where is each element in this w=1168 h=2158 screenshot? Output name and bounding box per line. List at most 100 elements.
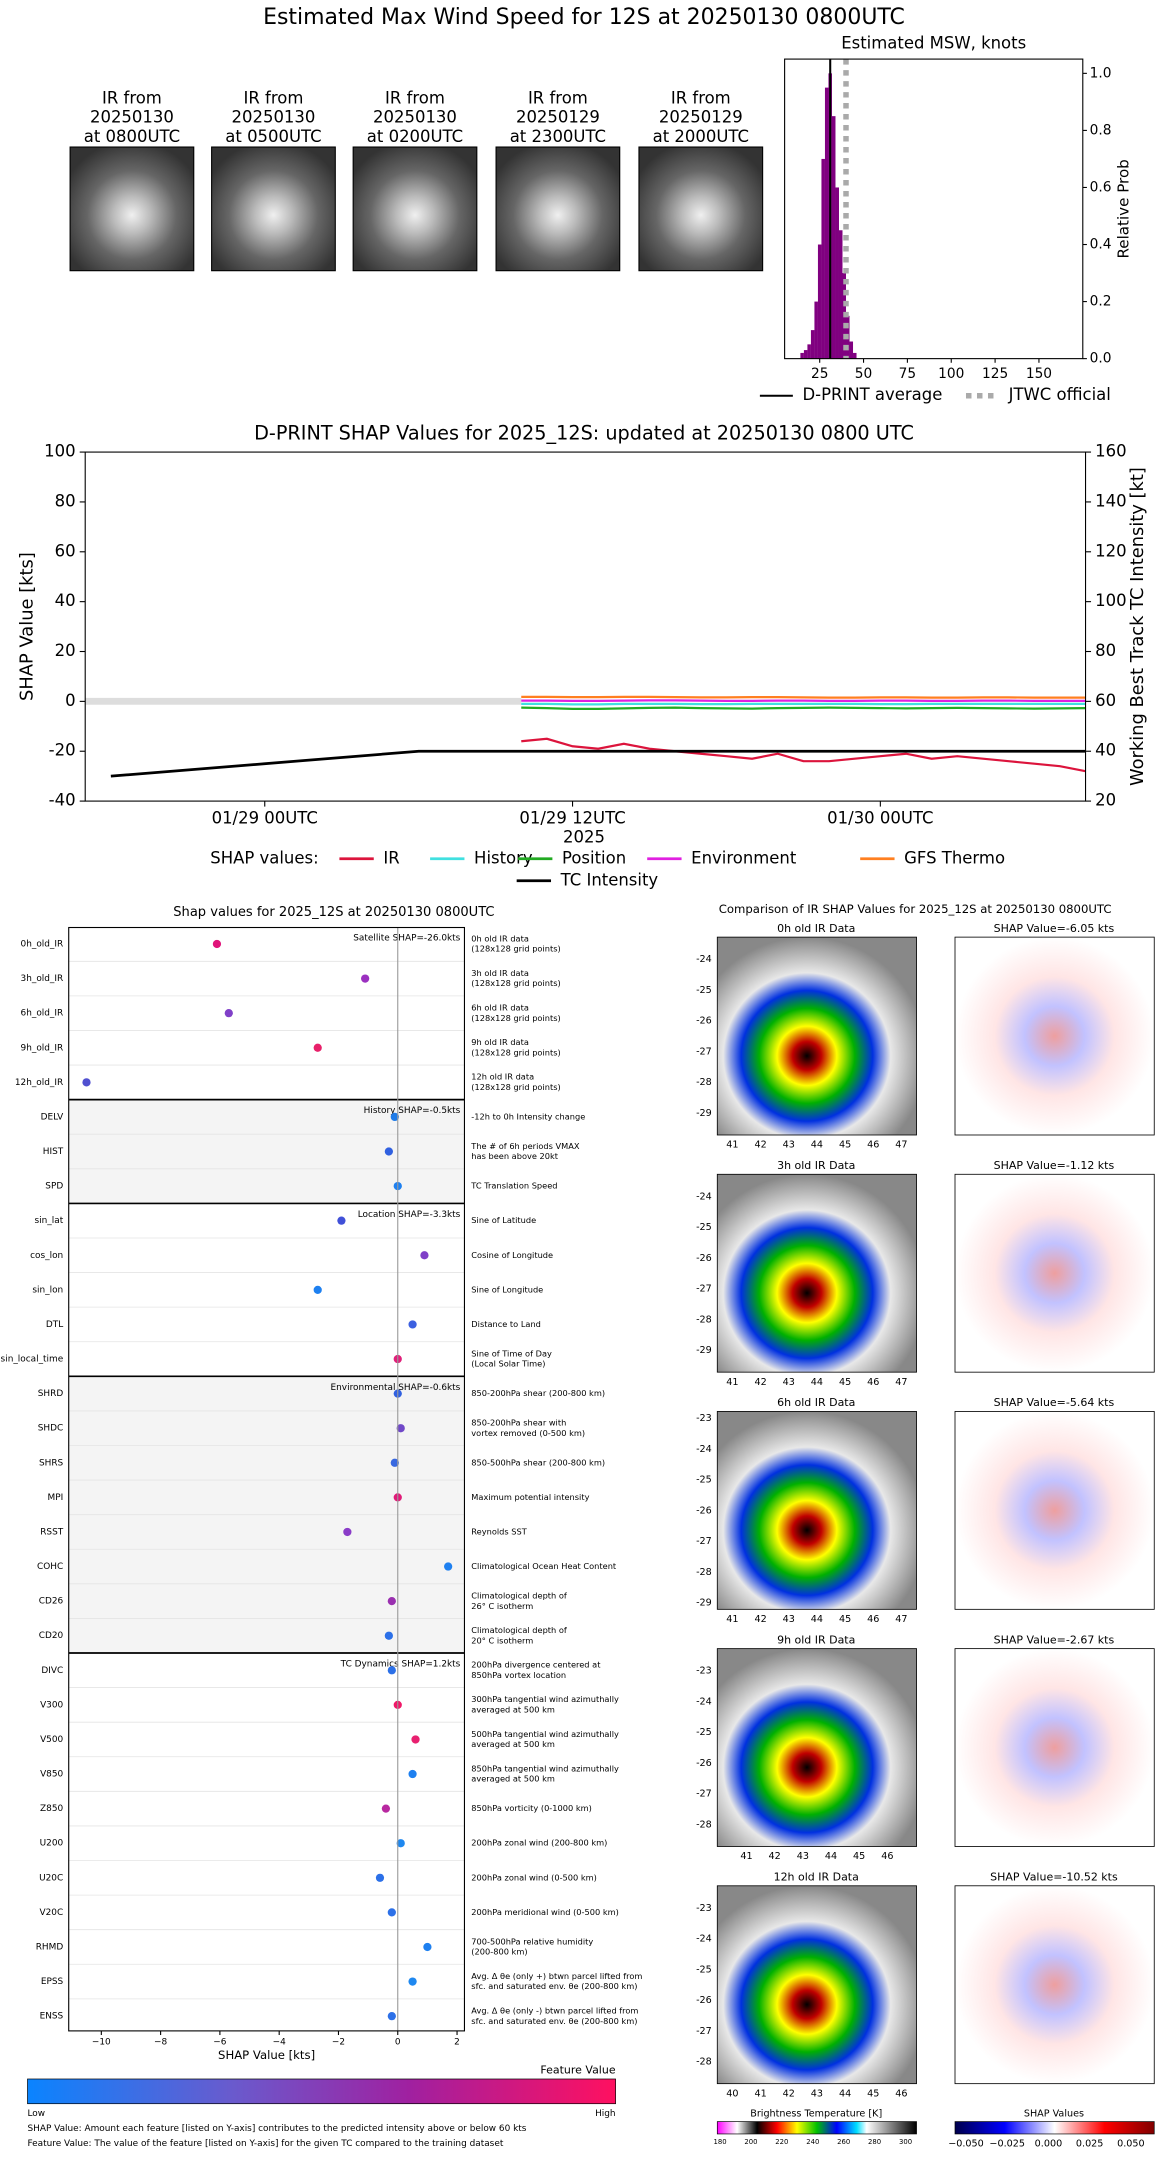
feature-dot [337,1216,346,1225]
plot-frame [784,58,1084,360]
panel-title: SHAP Value=-2.67 kts [994,1633,1115,1646]
feature-dot [82,1078,91,1087]
feature-name: EPSS [41,1977,64,1987]
thumbnail-label: IR from [528,88,588,107]
feature-name: SPD [45,1182,63,1192]
thumbnail-label: IR from [385,88,445,107]
feature-description: 200hPa zonal wind (200-800 km) [471,1838,607,1848]
feature-dot [375,1873,385,1882]
ir-x-tick-label: 41 [754,2088,766,2099]
bar [800,352,804,359]
feature-dot [387,1908,396,1917]
feature-name: 9h_old_IR [21,1043,64,1053]
ir-y-tick-label: -24 [696,1696,712,1707]
x-tick-label: 75 [899,366,916,382]
feature-name: U200 [40,1839,64,1849]
y-tick-label: 0.0 [1090,351,1112,367]
x-tick-label: −6 [213,2037,226,2047]
ir-x-tick-label: 44 [811,1377,823,1388]
group-label: TC Dynamics SHAP=1.2kts [340,1660,461,1670]
panel-title: 0h old IR Data [777,922,855,935]
ir-y-tick-label: -27 [696,1046,712,1057]
thumbnail-label: IR from [244,88,304,107]
x-tick-label: 01/29 00UTC [212,808,318,827]
ir-y-tick-label: -28 [696,1077,712,1088]
x-axis-label: SHAP Value [kts] [218,2048,315,2062]
feature-name: DIVC [41,1666,63,1676]
colorbar-tick-label: 260 [837,2138,850,2146]
ir-x-tick-label: 46 [881,1851,893,1862]
feature-description: The # of 6h periods VMAX [470,1141,580,1151]
colorbar-low: Low [27,2109,45,2119]
thumbnail-label: 20250130 [373,108,457,127]
feature-name: cos_lon [30,1251,63,1261]
feature-description: Cosine of Longitude [471,1250,553,1260]
y2-tick-label: 100 [1095,591,1126,610]
feature-description: 200hPa divergence centered at [471,1660,601,1670]
colorbar-tick-label: 280 [868,2138,881,2146]
ir-y-tick-label: -25 [696,1964,712,1975]
feature-name: CD20 [39,1631,64,1641]
ir-y-tick-label: -24 [696,1934,712,1945]
feature-description: Climatological depth of [471,1625,568,1635]
x-tick-label: −4 [273,2037,286,2047]
y-tick-label: 1.0 [1090,65,1112,81]
panel-title: 6h old IR Data [777,1396,855,1409]
series-line [521,695,1086,699]
y-tick-label: 0.6 [1090,179,1112,195]
colorbar-tick-label: 0.050 [1117,2139,1145,2150]
feature-description: averaged at 500 km [471,1705,555,1715]
feature-description: Sine of Time of Day [471,1348,552,1358]
ir-x-tick-label: 47 [895,1377,907,1388]
ir-x-tick-label: 46 [867,1140,879,1151]
ir-image [716,1173,917,1373]
feature-name: DELV [41,1112,64,1122]
thumbnail-label: at 0200UTC [367,127,463,146]
ir-x-tick-label: 44 [811,1140,823,1151]
x-tick-label: 50 [855,366,872,382]
legend-label: History [474,848,533,867]
y2-tick-label: 60 [1095,691,1116,710]
legend-title: SHAP values: [210,848,318,867]
footnote: Feature Value: The value of the feature … [27,2139,503,2149]
ir-x-tick-label: 42 [754,1377,766,1388]
feature-description: (Local Solar Time) [471,1359,545,1369]
ir-thumbnail [495,146,621,272]
ir-x-tick-label: 45 [867,2088,879,2099]
chart-title: D-PRINT SHAP Values for 2025_12S: update… [254,422,914,445]
ir-y-tick-label: -27 [696,1284,712,1295]
series-line [110,749,1086,778]
feature-description: 12h old IR data [471,1072,534,1082]
ir-x-tick-label: 46 [867,1614,879,1625]
legend-label: JTWC official [1008,385,1111,404]
ir-x-tick-label: 44 [811,1614,823,1625]
feature-description: 3h old IR data [471,968,529,978]
feature-description: 9h old IR data [471,1037,529,1047]
ir-x-tick-label: 43 [783,1140,795,1151]
legend-label: IR [383,848,399,867]
ir-y-tick-label: -28 [696,1820,712,1831]
ir-x-tick-label: 47 [895,1614,907,1625]
ir-y-tick-label: -23 [696,1413,712,1424]
y-tick-label: 40 [55,591,76,610]
feature-description: Reynolds SST [471,1526,527,1536]
feature-description: Sine of Latitude [471,1215,536,1225]
series-line [521,706,1086,710]
feature-description: 850-200hPa shear (200-800 km) [471,1388,605,1398]
feature-description: 20° C isotherm [471,1635,533,1645]
panel-title: SHAP Value=-6.05 kts [994,922,1115,935]
x-tick-label: −8 [154,2037,167,2047]
y2-tick-label: 20 [1095,791,1116,810]
feature-name: RSST [40,1527,64,1537]
thumbnail-label: 20250129 [516,108,600,127]
feature-name: 0h_old_IR [21,939,64,949]
ir-y-tick-label: -25 [696,1222,712,1233]
feature-description: Climatological Ocean Heat Content [471,1561,617,1571]
feature-dot [387,2012,396,2021]
y-tick-label: 0.8 [1090,122,1112,138]
panel-title: SHAP Value=-1.12 kts [994,1159,1115,1172]
feature-dot [444,1562,453,1571]
y-axis-label: Relative Prob [1115,159,1133,258]
bar [817,244,822,359]
